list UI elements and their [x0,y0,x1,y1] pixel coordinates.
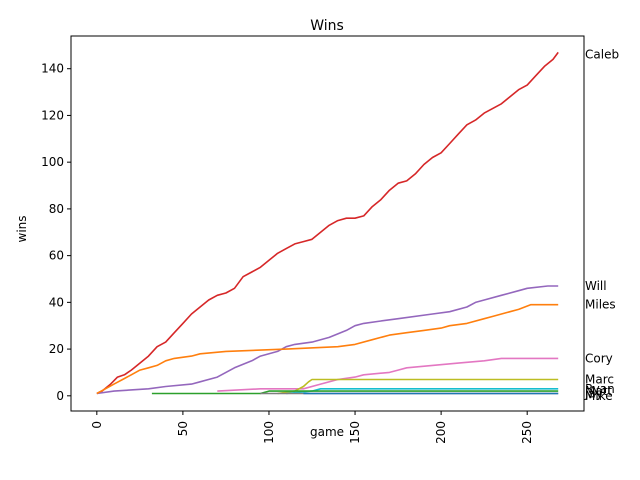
y-tick-label: 100 [41,155,64,169]
x-tick-label: 150 [348,421,362,444]
series-label-cory: Cory [585,351,613,365]
series-layer [96,51,559,395]
x-axis: 0 50 100 150 200 250 [90,411,534,444]
y-tick-label: 20 [49,342,64,356]
x-tick-label: 0 [90,421,104,429]
y-tick-label: 60 [49,249,64,263]
plot-frame [70,35,585,412]
y-axis: 0 20 40 60 80 100 120 140 [41,62,71,403]
series-line-ryan [286,387,559,395]
series-label-miles: Miles [585,298,616,312]
series-label-will: Will [585,279,607,293]
series-label-caleb: Caleb [585,48,619,62]
x-tick-label: 100 [262,421,276,444]
chart-title: Wins [310,18,344,34]
y-tick-label: 140 [41,62,64,76]
series-label-jay: Jay [584,386,603,400]
y-tick-label: 120 [41,108,64,122]
series-label-matt: Matt [585,384,612,398]
x-axis-label: game [310,425,344,439]
series-label-ryan: Ryan [585,382,615,396]
y-tick-label: 0 [56,389,64,403]
series-line-will [96,285,559,395]
x-tick-label: 200 [434,421,448,444]
y-tick-label: 80 [49,202,64,216]
y-axis-label: wins [15,215,29,242]
x-tick-label: 250 [520,421,534,444]
y-tick-label: 40 [49,295,64,309]
x-tick-label: 50 [176,421,190,436]
series-line-caleb [96,51,559,395]
series-line-cory [217,357,559,392]
series-line-matt [151,390,559,395]
series-label-marc: Marc [585,372,614,386]
series-label-mike: Mike [585,389,613,403]
series-line-miles [96,303,559,395]
